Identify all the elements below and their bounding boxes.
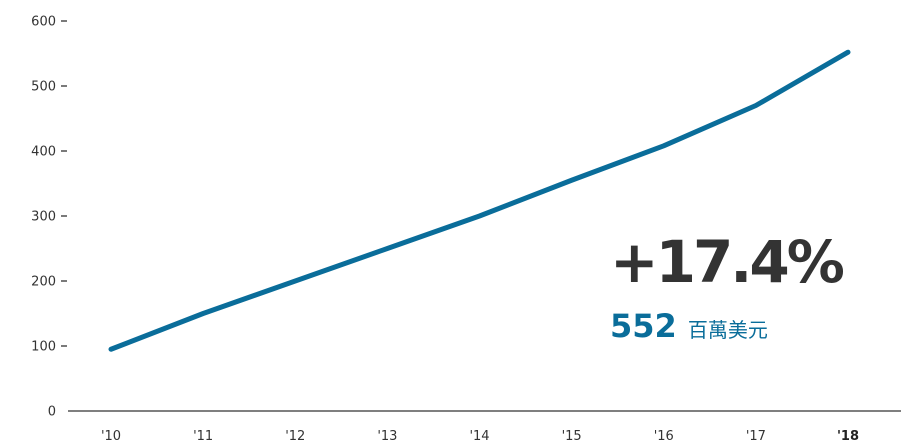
- y-tick-label: 100: [31, 340, 56, 355]
- growth-percentage: +17.4%: [610, 228, 844, 296]
- y-tick-label: 600: [31, 15, 56, 30]
- x-tick-label: '10: [101, 429, 121, 443]
- x-tick-label: '13: [377, 429, 397, 443]
- callout-value: 552: [610, 307, 677, 345]
- series-line: [108, 49, 851, 352]
- y-tick-label: 0: [48, 405, 56, 420]
- x-tick-label: '16: [654, 429, 674, 443]
- callout-value-line: 552 百萬美元: [610, 307, 768, 345]
- x-tick-label: '12: [285, 429, 305, 443]
- x-tick-label: '15: [562, 429, 582, 443]
- y-tick-label: 400: [31, 145, 56, 160]
- x-tick-label: '17: [746, 429, 766, 443]
- series-group: [108, 49, 851, 352]
- y-tick-label: 300: [31, 210, 56, 225]
- x-tick-label: '18: [837, 429, 859, 443]
- y-axis: 0 100 200 300 400 500 600: [31, 15, 67, 420]
- x-tick-label: '14: [469, 429, 489, 443]
- x-tick-label: '11: [193, 429, 213, 443]
- growth-callout: +17.4% 552 百萬美元: [610, 228, 847, 345]
- callout-unit: 百萬美元: [688, 318, 768, 342]
- y-tick-label: 500: [31, 80, 56, 95]
- y-tick-label: 200: [31, 275, 56, 290]
- x-axis: '10 '11 '12 '13 '14 '15 '16 '17 '18: [68, 410, 901, 443]
